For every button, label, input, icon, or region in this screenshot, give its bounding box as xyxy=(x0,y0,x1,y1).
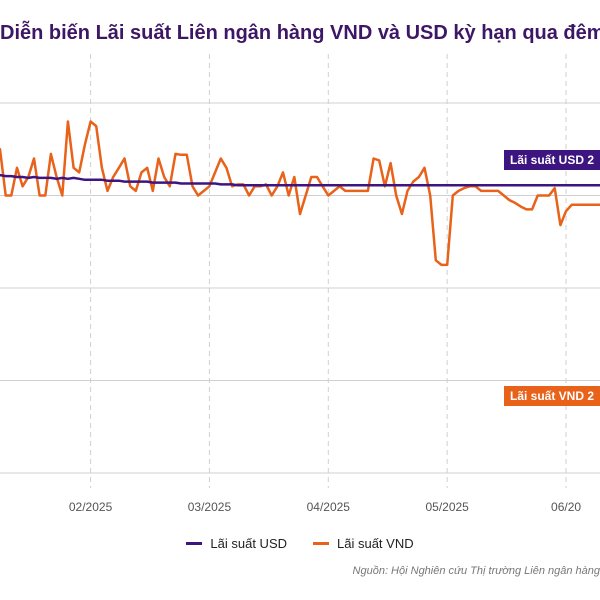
grid-layer xyxy=(0,54,600,488)
x-tick-label: 03/2025 xyxy=(188,500,232,514)
legend: Lãi suất USD Lãi suất VND xyxy=(0,536,600,551)
x-axis-ticks: 02/2025 03/2025 04/2025 05/2025 06/20 xyxy=(69,500,582,514)
usd-series-tag-label: Lãi suất USD 2 xyxy=(510,153,594,167)
x-tick-label: 06/20 xyxy=(551,500,581,514)
legend-item-vnd[interactable]: Lãi suất VND xyxy=(313,536,414,551)
vnd-series-tag: Lãi suất VND 2 xyxy=(504,386,600,406)
vnd-series-line xyxy=(0,120,600,267)
x-tick-label: 02/2025 xyxy=(69,500,113,514)
source-note: Nguồn: Hội Nghiên cứu Thị trường Liên ng… xyxy=(352,565,600,577)
legend-label-usd: Lãi suất USD xyxy=(210,536,287,551)
usd-series-tag-bg xyxy=(504,150,600,170)
x-tick-label: 04/2025 xyxy=(307,500,351,514)
usd-series-tag: Lãi suất USD 2 xyxy=(504,150,600,170)
usd-series-line xyxy=(0,173,600,187)
vnd-series-tag-label: Lãi suất VND 2 xyxy=(510,389,594,403)
vnd-series-tag-bg xyxy=(504,386,600,406)
series-layer xyxy=(0,120,600,267)
legend-swatch-usd xyxy=(186,542,203,545)
chart-title: Diễn biến Lãi suất Liên ngân hàng VND và… xyxy=(0,22,600,44)
legend-item-usd[interactable]: Lãi suất USD xyxy=(186,536,287,551)
legend-swatch-vnd xyxy=(313,542,329,545)
x-tick-label: 05/2025 xyxy=(425,500,469,514)
legend-label-vnd: Lãi suất VND xyxy=(337,536,414,551)
